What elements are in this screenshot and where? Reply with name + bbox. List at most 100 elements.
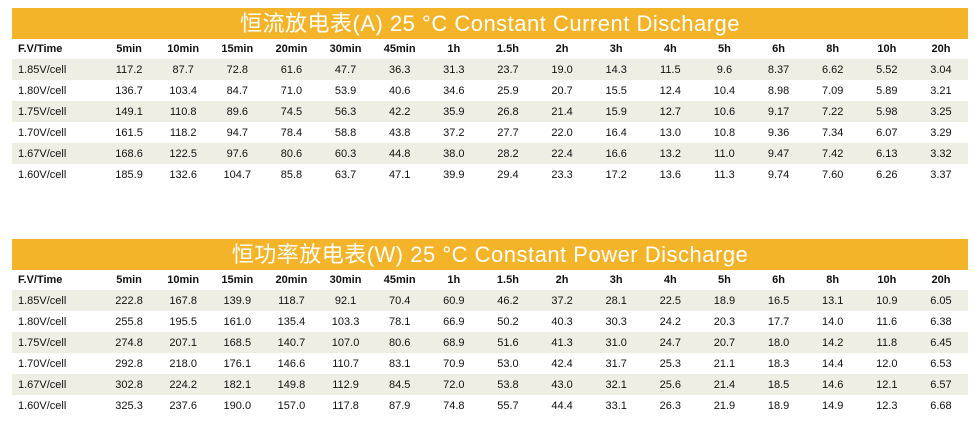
cell: 190.0 [223, 399, 252, 412]
cell: 12.0 [876, 357, 898, 370]
header-cell: 3h [609, 43, 623, 55]
cell: 58.8 [334, 126, 357, 139]
cell: 21.4 [535, 101, 590, 122]
cell: 39.9 [443, 168, 465, 181]
cell: 9.74 [767, 168, 790, 181]
cell: 13.2 [643, 143, 698, 164]
header-cell: 20h [931, 274, 951, 286]
cell: 61.6 [264, 59, 319, 80]
cell: 32.1 [589, 374, 644, 395]
cell: 40.3 [551, 315, 573, 328]
cell: 21.4 [697, 374, 752, 395]
cell: 274.8 [102, 332, 157, 353]
cell: 117.8 [332, 399, 359, 412]
cell: 84.5 [372, 374, 427, 395]
cell: 10.6 [697, 101, 752, 122]
cell: 6.38 [930, 315, 952, 328]
header-cell: 1.5h [496, 43, 519, 55]
cell: 224.2 [156, 374, 211, 395]
cell: 24.2 [659, 315, 682, 328]
cell: 89.6 [210, 101, 265, 122]
data-row: 1.80V/cell 136.7 103.4 84.7 71.0 53.9 40.6 34.6… [12, 80, 968, 101]
cell: 18.5 [751, 374, 806, 395]
cell: 6.26 [876, 168, 898, 181]
cell: 176.1 [223, 357, 252, 370]
cell: 42.4 [551, 357, 573, 370]
cell: 41.3 [535, 332, 590, 353]
cell: 21.1 [713, 357, 736, 370]
table-title: 恒流放电表(A) 25 °C Constant Current Discharg… [12, 8, 968, 39]
header-cell: 4h [663, 274, 677, 286]
cell: 42.2 [372, 101, 427, 122]
current-table: 恒流放电表(A) 25 °C Constant Current Discharg… [12, 8, 968, 185]
header-cell: 6h [772, 274, 785, 286]
cell: 112.9 [318, 374, 373, 395]
row-label: 1.75V/cell [12, 332, 102, 353]
header-row: F.V/Time 5min 10min 15min 20min 30min 45min 1h 1… [12, 270, 968, 290]
cell: 6.45 [913, 332, 968, 353]
header-cell: 3h [609, 274, 623, 286]
cell: 78.4 [280, 126, 303, 139]
row-label: 1.70V/cell [18, 357, 67, 370]
row-label: 1.85V/cell [12, 59, 102, 80]
cell: 26.8 [480, 101, 535, 122]
header-cell: 5h [718, 274, 731, 286]
cell: 117.2 [102, 59, 157, 80]
cell: 14.9 [821, 399, 844, 412]
cell: 118.7 [264, 290, 319, 311]
header-cell: F.V/Time [18, 274, 63, 286]
header-cell: 20h [931, 43, 951, 55]
cell: 12.1 [859, 374, 914, 395]
cell: 149.8 [264, 374, 319, 395]
header-cell: 2h [555, 274, 569, 286]
cell: 74.5 [264, 101, 319, 122]
row-label: 1.60V/cell [18, 399, 67, 412]
cell: 12.7 [643, 101, 698, 122]
header-cell: 8h [826, 43, 840, 55]
cell: 19.0 [535, 59, 590, 80]
header-cell: 6h [772, 43, 785, 55]
cell: 185.9 [115, 168, 143, 181]
cell: 5.98 [859, 101, 914, 122]
cell: 50.2 [497, 315, 519, 328]
cell: 12.3 [876, 399, 898, 412]
cell: 56.3 [318, 101, 373, 122]
cell: 6.62 [805, 59, 860, 80]
cell: 26.3 [659, 399, 682, 412]
cell: 122.5 [156, 143, 211, 164]
cell: 13.6 [659, 168, 682, 181]
cell: 25.6 [643, 374, 698, 395]
cell: 132.6 [169, 168, 197, 181]
cell: 140.7 [264, 332, 319, 353]
row-label: 1.67V/cell [12, 374, 102, 395]
cell: 146.6 [277, 357, 306, 370]
row-label: 1.67V/cell [12, 143, 102, 164]
cell: 3.37 [930, 168, 952, 181]
cell: 9.47 [751, 143, 806, 164]
cell: 37.2 [443, 126, 465, 139]
header-cell: 45min [383, 274, 416, 286]
table: F.V/Time 5min 10min 15min 20min 30min 45min 1h 1… [12, 270, 968, 416]
cell: 46.2 [480, 290, 535, 311]
header-cell: 5min [116, 43, 142, 55]
header-cell: 20min [275, 43, 308, 55]
data-row: 1.85V/cell 117.2 87.7 72.8 61.6 47.7 36.3 31.3 2… [12, 59, 968, 80]
cell: 11.8 [859, 332, 914, 353]
cell: 28.1 [589, 290, 644, 311]
cell: 222.8 [102, 290, 157, 311]
cell: 11.3 [714, 168, 735, 181]
header-cell: 10h [877, 274, 897, 286]
cell: 43.0 [535, 374, 590, 395]
cell: 3.32 [913, 143, 968, 164]
header-cell: 10min [167, 43, 200, 55]
cell: 168.5 [210, 332, 265, 353]
data-row: 1.75V/cell 274.8 207.1 168.5 140.7 107.0 80.6 6… [12, 332, 968, 353]
cell: 103.4 [169, 84, 197, 97]
header-cell: 1.5h [496, 274, 519, 286]
cell: 36.3 [372, 59, 427, 80]
data-row: 1.70V/cell 292.8 218.0 176.1 146.6 110.7 83.1 7… [12, 353, 968, 374]
cell: 110.8 [156, 101, 211, 122]
header-cell: 5h [718, 43, 731, 55]
cell: 60.3 [318, 143, 373, 164]
row-label: 1.70V/cell [18, 126, 67, 139]
